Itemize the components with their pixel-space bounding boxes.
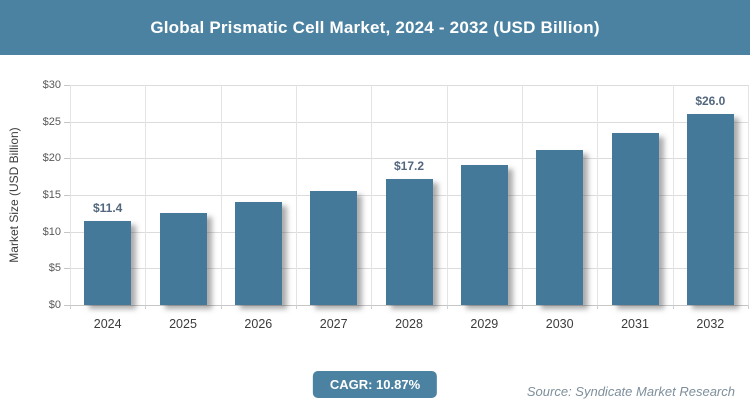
gridline-horizontal (70, 85, 748, 86)
x-axis-tick (672, 305, 674, 309)
gridline-vertical (446, 85, 448, 305)
source-credit: Source: Syndicate Market Research (526, 384, 735, 399)
gridline-vertical (220, 85, 222, 305)
y-tick-label: $15 (42, 189, 61, 201)
plot-area: $0 $5 $10 $15 $20 $25 $30 $11.4 2024 2025 2026 2027… (43, 79, 749, 331)
gridline-horizontal (70, 305, 748, 306)
bar-2032 (686, 114, 734, 305)
x-category-label: 2026 (244, 317, 273, 331)
bar-value-label: $26.0 (695, 94, 726, 109)
y-tick-label: $5 (48, 262, 61, 275)
bar-2025 (159, 212, 207, 305)
y-tick-label: $10 (42, 225, 61, 238)
y-axis-tick (64, 121, 70, 123)
y-axis-tick (64, 85, 70, 86)
y-tick-label: $30 (42, 79, 61, 91)
gridline-horizontal (70, 158, 748, 160)
y-axis-tick (64, 158, 70, 160)
bar-value-label: $17.2 (393, 158, 425, 173)
y-tick-label: $25 (42, 115, 61, 128)
x-category-label: 2028 (395, 317, 423, 331)
chart-title: Global Prismatic Cell Market, 2024 - 203… (150, 17, 600, 37)
bar-value-label: $11.4 (92, 201, 123, 216)
gridline-vertical (672, 85, 674, 305)
x-axis-tick (70, 305, 71, 309)
x-axis-tick (371, 305, 373, 309)
y-axis-tick (64, 195, 70, 196)
bar-2024 (84, 221, 132, 305)
x-category-label: 2032 (696, 317, 725, 331)
cagr-badge: CAGR: 10.87% (312, 371, 438, 398)
bar-2031 (611, 132, 659, 305)
x-axis-tick (446, 305, 448, 309)
x-category-label: 2027 (319, 317, 348, 331)
gridline-vertical (145, 85, 147, 305)
bar-2028 (385, 178, 433, 305)
x-axis-tick (220, 305, 222, 309)
gridline-vertical (296, 85, 297, 305)
bar-2026 (234, 202, 282, 305)
x-axis-tick (597, 305, 599, 309)
y-tick-label: $20 (42, 152, 61, 165)
x-axis-tick (145, 305, 147, 309)
x-category-label: 2029 (470, 317, 499, 331)
bar-2029 (460, 164, 508, 305)
gridline-vertical (597, 85, 599, 305)
x-axis-tick (296, 305, 297, 309)
y-tick-label: $0 (48, 299, 61, 311)
gridline-vertical (70, 85, 71, 305)
bar-2030 (536, 149, 584, 305)
x-axis-tick (522, 305, 523, 309)
gridline-vertical (522, 85, 523, 305)
y-axis-tick (64, 231, 70, 233)
x-axis-tick (748, 305, 749, 309)
gridline-vertical (371, 85, 373, 305)
gridline-vertical (748, 85, 749, 305)
x-category-label: 2025 (169, 317, 197, 331)
chart-title-bar: Global Prismatic Cell Market, 2024 - 203… (0, 0, 750, 55)
x-category-label: 2030 (545, 317, 574, 331)
bar-2027 (310, 191, 358, 305)
x-category-label: 2024 (93, 317, 122, 331)
gridline-horizontal (70, 121, 748, 123)
x-category-label: 2031 (621, 317, 649, 331)
y-axis-tick (64, 268, 70, 270)
y-axis-tick (64, 305, 70, 306)
